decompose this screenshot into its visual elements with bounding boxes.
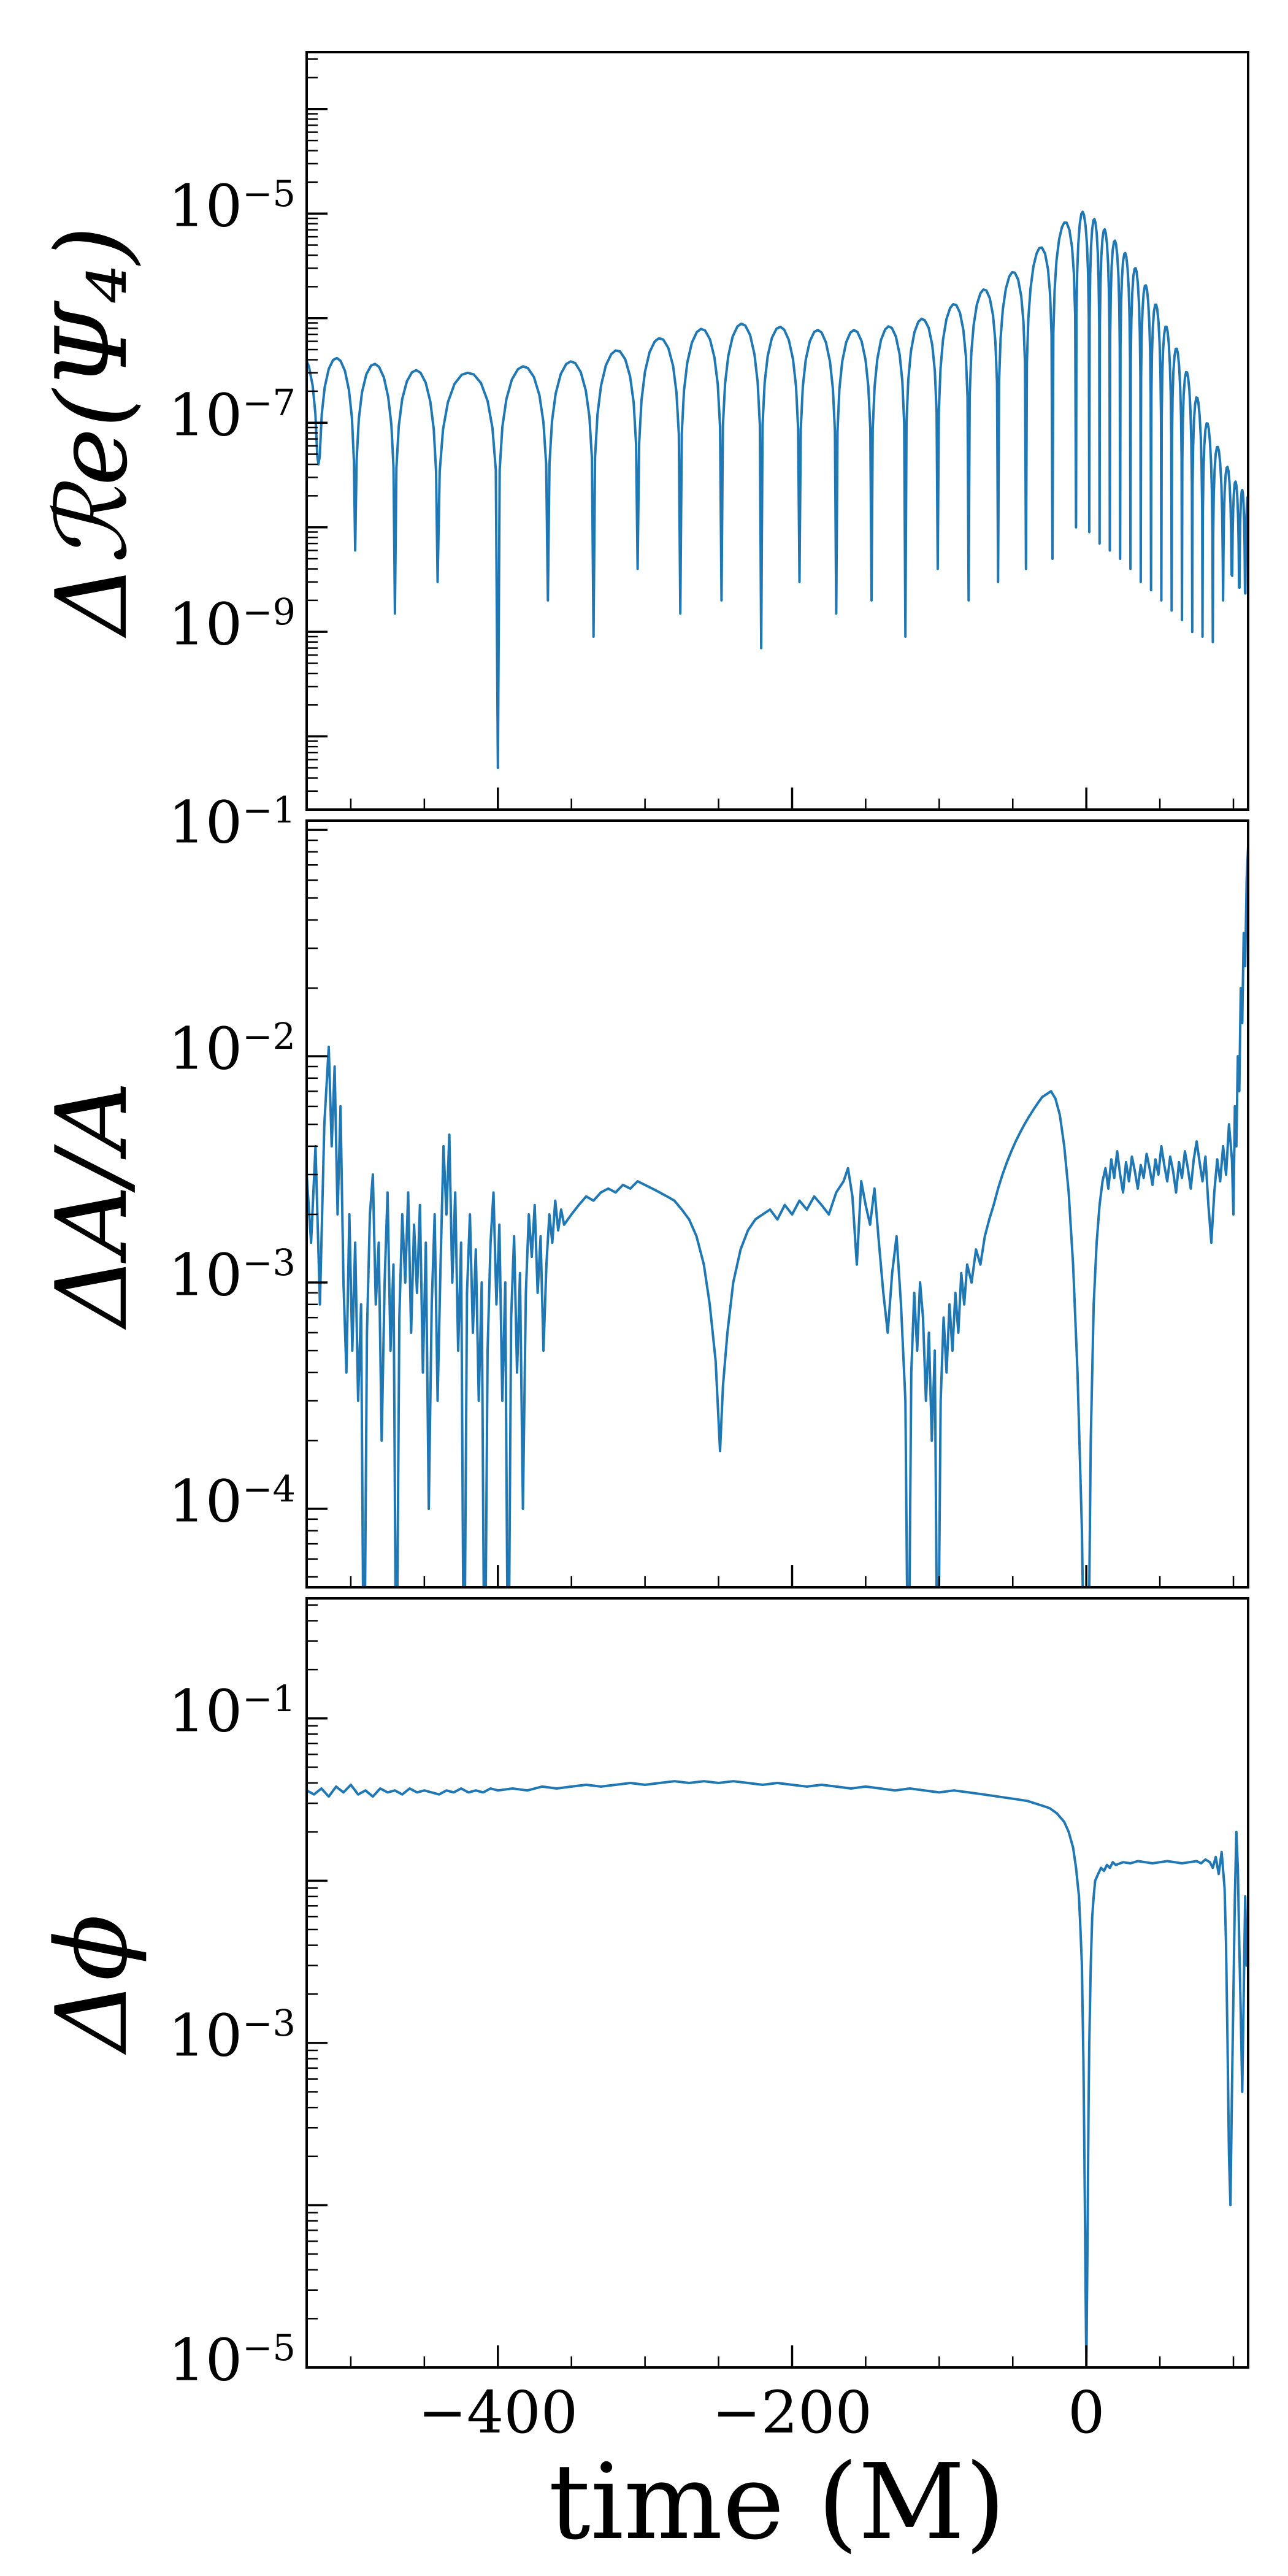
y-axis-label-delta-phi: Δϕ bbox=[34, 1914, 149, 2052]
series-line-delta-a-over-a bbox=[307, 845, 1248, 1587]
x-tick-label: −200 bbox=[712, 2379, 872, 2447]
series-line-delta-phi bbox=[307, 1780, 1248, 2367]
series-line-delta-re-psi4 bbox=[307, 210, 1248, 769]
y-tick-label: 10−5 bbox=[168, 172, 296, 240]
y-tick-label: 10−7 bbox=[168, 381, 296, 450]
panel-delta-re-psi4 bbox=[307, 210, 1248, 769]
axes-spines bbox=[305, 819, 1249, 1589]
y-tick-label: 10−5 bbox=[168, 2326, 296, 2394]
axes-spines bbox=[305, 1597, 1249, 2369]
panel-delta-phi bbox=[307, 1780, 1248, 2367]
axes-spines bbox=[305, 51, 1249, 811]
x-axis-label: time (M) bbox=[548, 2442, 1006, 2563]
y-tick-label: 10−3 bbox=[168, 2001, 296, 2070]
y-axis-label-delta-a-over-a: ΔA/A bbox=[34, 1081, 149, 1327]
y-tick-label: 10−1 bbox=[168, 1677, 296, 1746]
x-tick-label: −400 bbox=[418, 2379, 578, 2447]
y-tick-label: 10−2 bbox=[168, 1015, 296, 1083]
y-tick-label: 10−9 bbox=[168, 591, 296, 659]
y-tick-label: 10−3 bbox=[168, 1241, 296, 1309]
y-tick-label: 10−1 bbox=[168, 789, 296, 857]
y-axis-label-delta-re-psi4: Δℛe(Ψ₄) bbox=[34, 226, 149, 635]
x-tick-label: 0 bbox=[1067, 2379, 1105, 2447]
y-tick-label: 10−4 bbox=[168, 1467, 296, 1536]
panel-delta-a-over-a bbox=[307, 845, 1248, 1587]
